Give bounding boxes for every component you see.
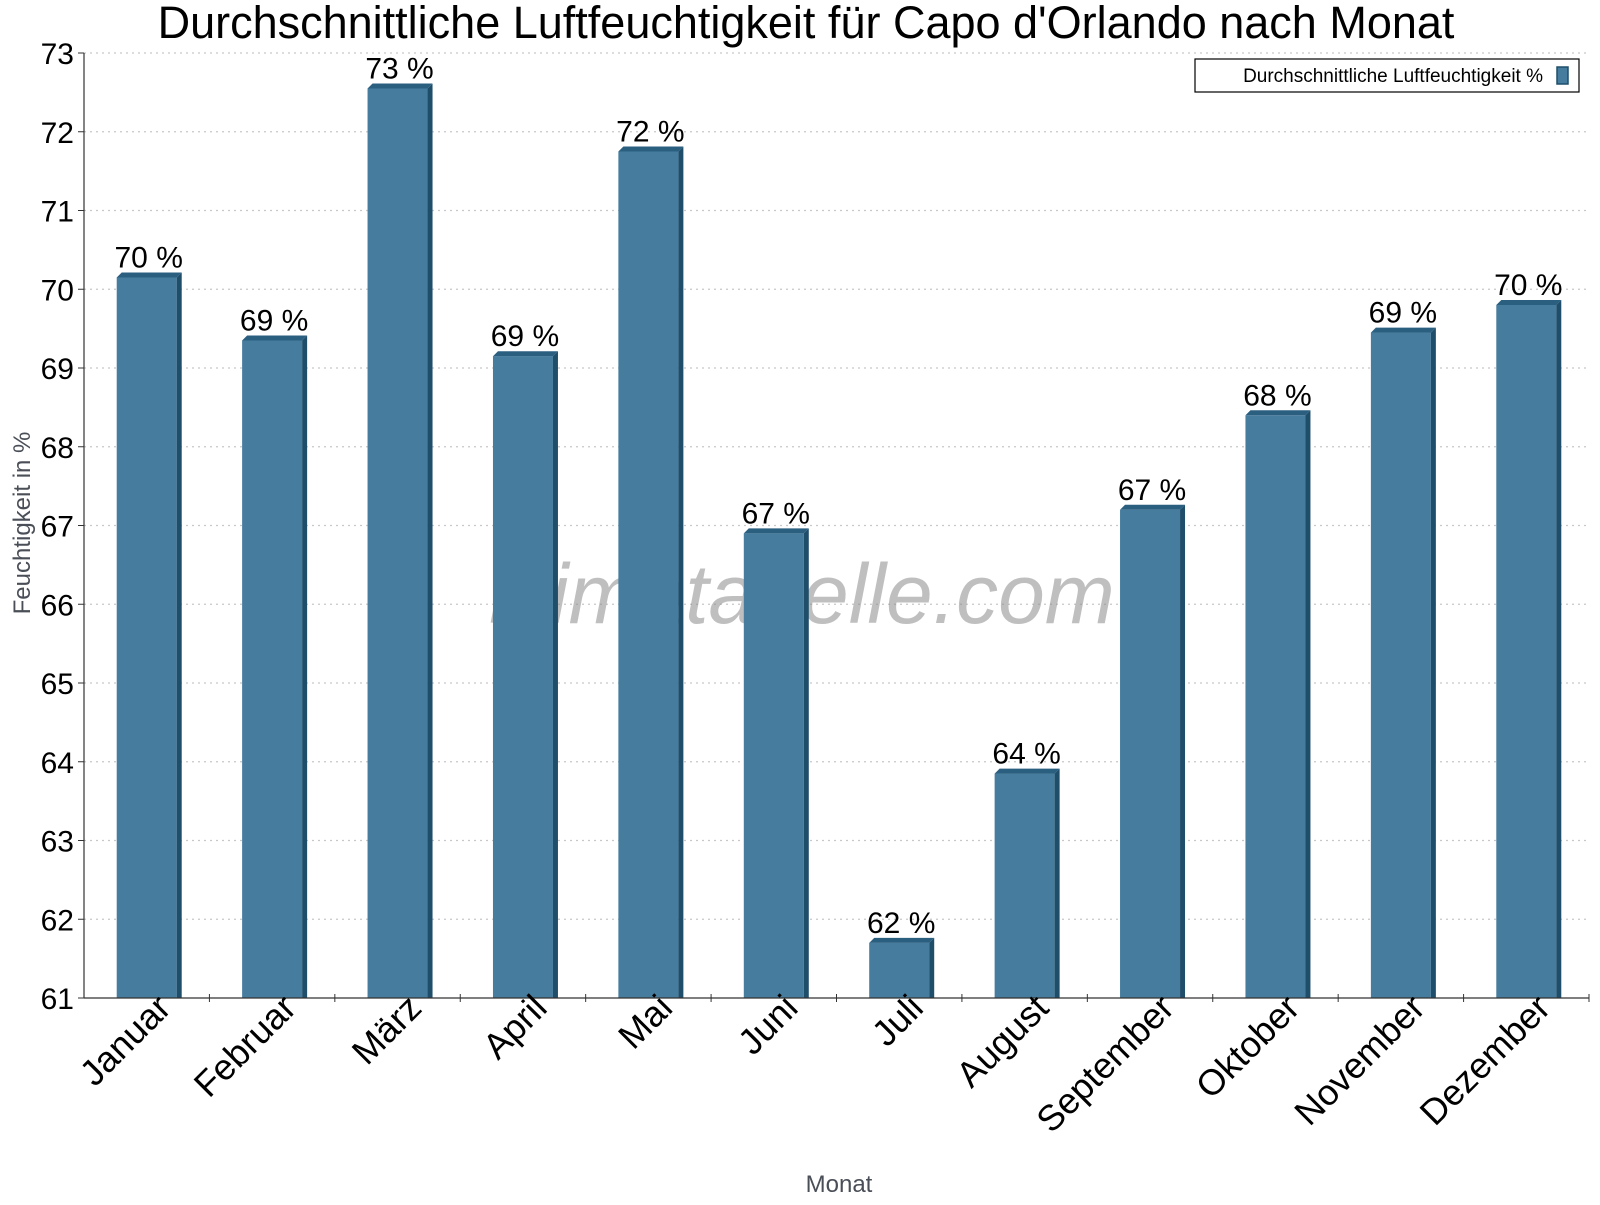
- data-label: 64 %: [992, 738, 1060, 771]
- bar-top: [1120, 504, 1186, 510]
- bar-top: [994, 768, 1060, 774]
- bar-side: [1430, 327, 1436, 998]
- bar-side: [803, 528, 809, 998]
- y-tick-labels: 61 62 63 64 65 66 67 68 69 70 71 72 73: [41, 38, 74, 1016]
- x-tick-label: November: [1286, 987, 1432, 1133]
- legend-box: [1194, 58, 1580, 93]
- y-tick-label: 67: [41, 511, 74, 544]
- x-tick-label: April: [475, 987, 555, 1067]
- x-tick-label: August: [948, 987, 1056, 1095]
- x-tick-label: September: [1028, 987, 1182, 1141]
- axes: [78, 52, 1590, 1002]
- bar-top: [367, 83, 433, 89]
- bar-side: [176, 272, 182, 998]
- y-axis-label: Feuchtigkeit in %: [9, 432, 36, 615]
- gridlines: [84, 52, 1589, 920]
- bar-side: [929, 937, 935, 998]
- bar-top: [492, 351, 558, 357]
- y-tick-label: 65: [41, 668, 74, 701]
- bar: [367, 88, 428, 998]
- data-label: 67 %: [1118, 474, 1186, 507]
- x-tick-label: Januar: [72, 987, 179, 1094]
- y-tick-label: 63: [41, 826, 74, 859]
- legend-label: Durchschnittliche Luftfeuchtigkeit %: [1243, 66, 1543, 87]
- y-tick-label: 71: [41, 196, 74, 229]
- bar-side: [427, 83, 433, 998]
- bar-top: [242, 335, 308, 341]
- data-label: 68 %: [1243, 379, 1311, 412]
- data-label: 69 %: [491, 320, 559, 353]
- x-axis-label: Monat: [806, 1171, 873, 1198]
- y-tick-label: 69: [41, 353, 74, 386]
- x-tick-label: Februar: [186, 987, 304, 1105]
- bar: [1496, 305, 1557, 998]
- y-tick-label: 66: [41, 589, 74, 622]
- legend-swatch: [1556, 66, 1569, 85]
- bar-top: [743, 528, 809, 534]
- bar-top: [116, 272, 182, 278]
- bar: [869, 942, 930, 998]
- bar-side: [678, 146, 684, 998]
- bar: [1245, 415, 1306, 998]
- y-tick-label: 64: [41, 747, 74, 780]
- y-tick-label: 73: [41, 38, 74, 71]
- bar: [116, 277, 177, 998]
- data-label: 72 %: [616, 115, 684, 148]
- data-label: 62 %: [867, 907, 935, 940]
- legend: Durchschnittliche Luftfeuchtigkeit %: [1194, 58, 1580, 93]
- bar-side: [1556, 300, 1562, 998]
- bar-side: [1180, 504, 1186, 998]
- bar-top: [869, 937, 935, 943]
- x-tick-label: Oktober: [1188, 987, 1308, 1107]
- y-tick-label: 61: [41, 983, 74, 1016]
- data-label: 67 %: [742, 497, 810, 530]
- bar: [1120, 509, 1181, 998]
- y-tick-label: 68: [41, 432, 74, 465]
- bar: [743, 533, 804, 998]
- x-tick-labels: Januar Februar März April Mai Juni Juli AugustS…: [72, 987, 1558, 1141]
- x-tick-label: Dezember: [1412, 987, 1558, 1133]
- y-tick-label: 70: [41, 274, 74, 307]
- bar-top: [1245, 410, 1311, 416]
- y-tick-label: 72: [41, 117, 74, 150]
- x-tick-label: März: [344, 987, 430, 1073]
- bar: [1370, 332, 1431, 998]
- data-label: 69 %: [1369, 297, 1437, 330]
- bar: [618, 151, 679, 998]
- bar-side: [552, 351, 558, 998]
- data-label: 69 %: [240, 304, 308, 337]
- bar: [994, 773, 1055, 998]
- bar-side: [1305, 410, 1311, 998]
- bar-side: [1054, 768, 1060, 998]
- bar: [492, 356, 553, 998]
- bars: [116, 83, 1562, 998]
- y-tick-label: 62: [41, 904, 74, 937]
- bar-top: [1370, 327, 1436, 333]
- data-label: 70 %: [115, 241, 183, 274]
- bar: [242, 340, 303, 998]
- data-labels: 70 % 69 % 73 % 69 % 72 % 67 % 62 % 64 % 67 % 68 %…: [115, 52, 1563, 939]
- bar-side: [302, 335, 308, 998]
- bar-top: [618, 146, 684, 152]
- data-label: 70 %: [1494, 269, 1562, 302]
- chart-title: Durchschnittliche Luftfeuchtigkeit für C…: [158, 0, 1455, 48]
- data-label: 73 %: [365, 52, 433, 85]
- bar-top: [1496, 300, 1562, 305]
